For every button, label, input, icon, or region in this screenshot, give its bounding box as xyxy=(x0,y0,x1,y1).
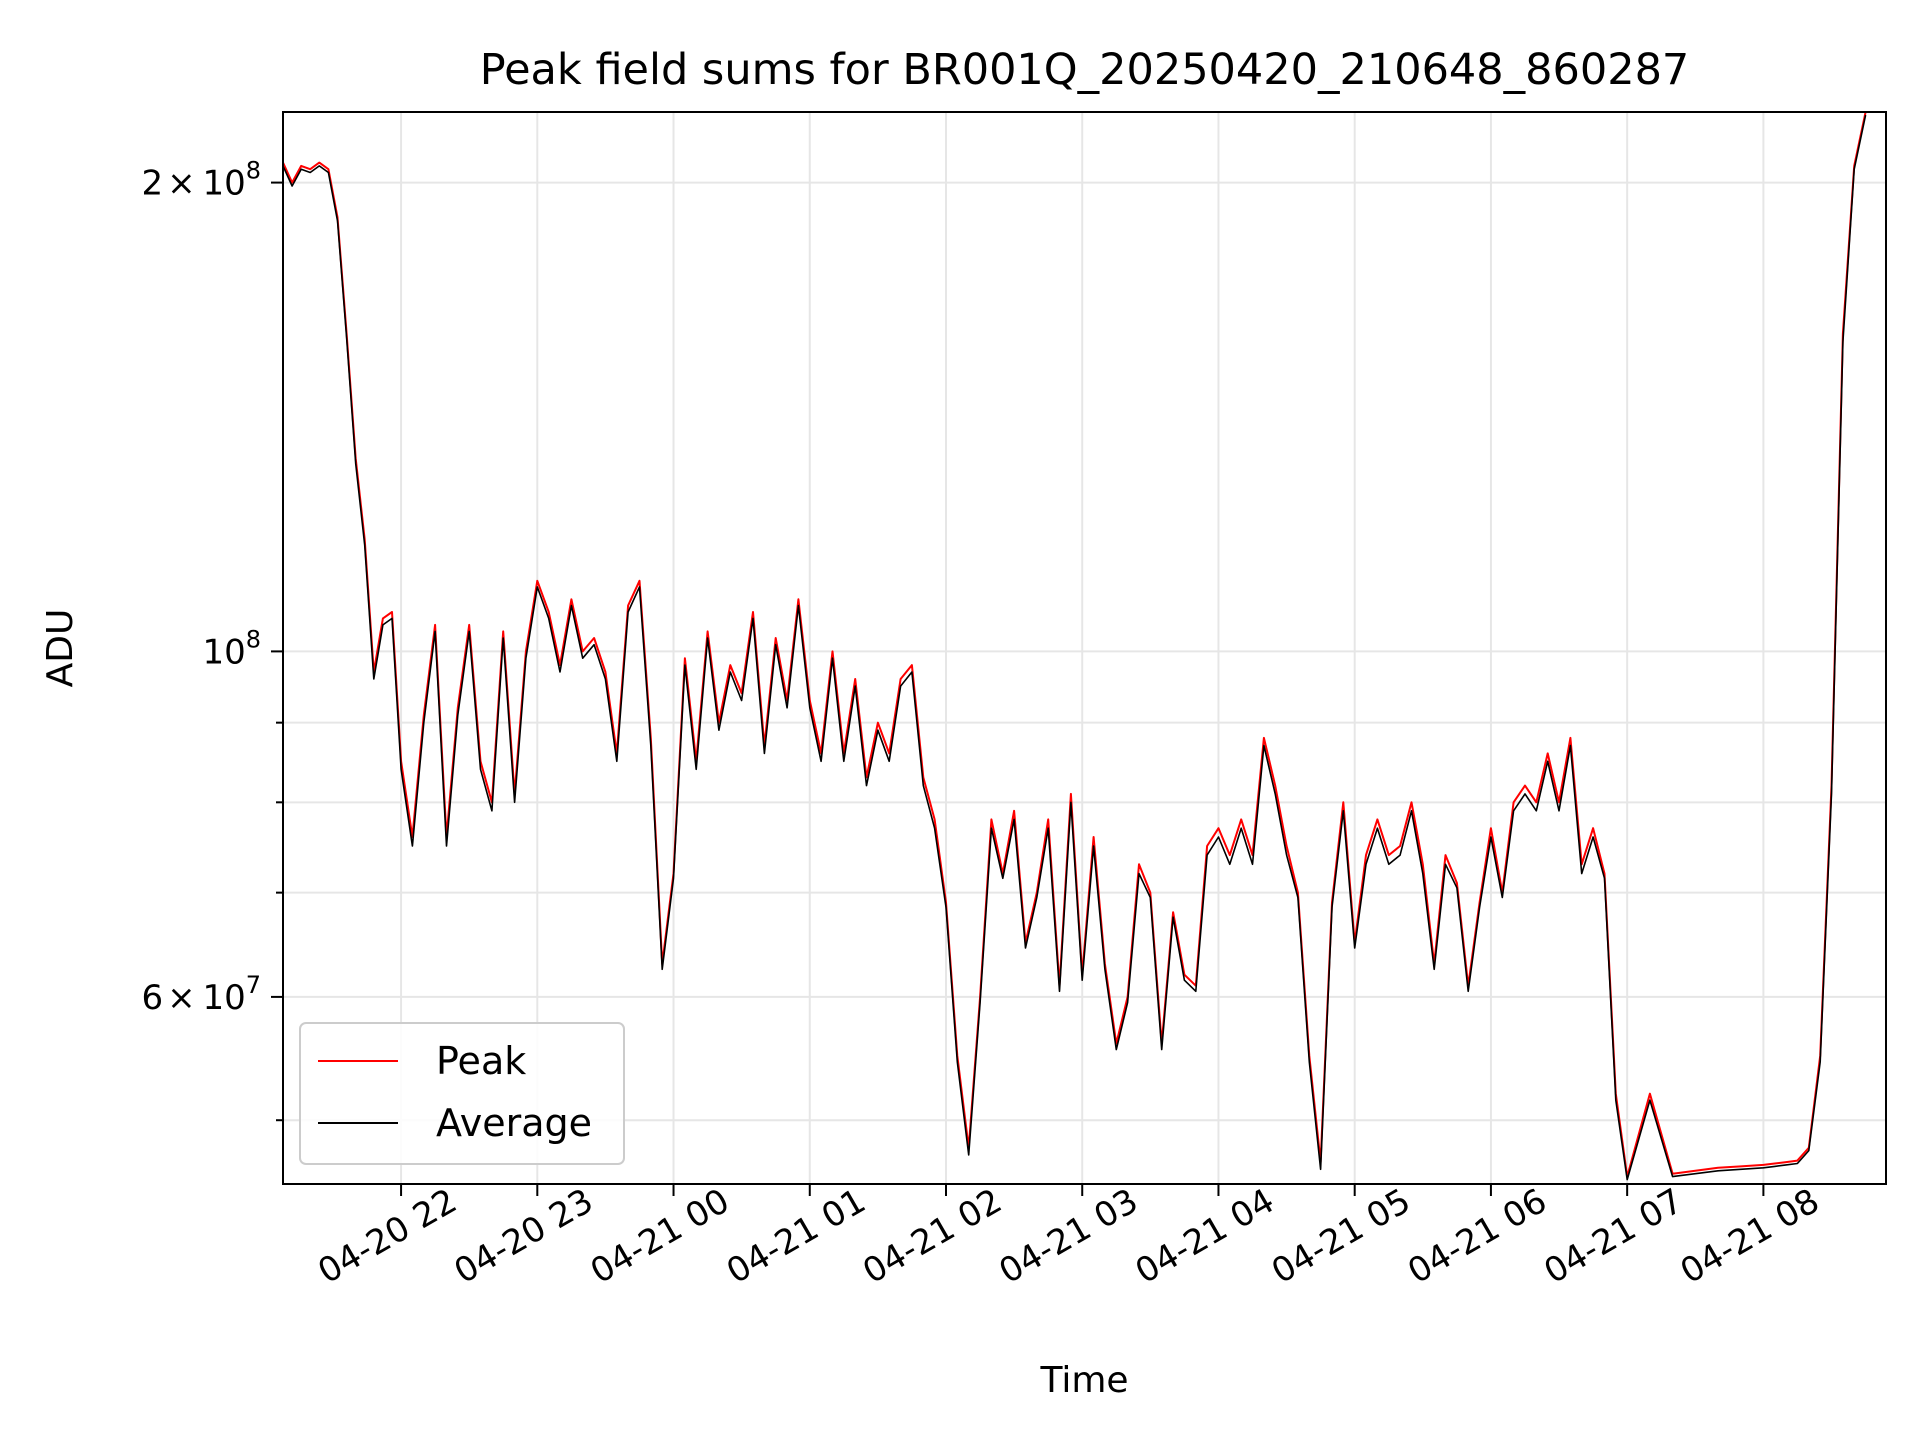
legend: Peak Average xyxy=(299,1022,625,1165)
y-tick-label-exp: 8 xyxy=(246,157,261,185)
grid xyxy=(283,112,1886,1184)
y-tick-label-base: 10 xyxy=(202,632,245,672)
y-tick-label-times: × xyxy=(167,978,202,1018)
y-tick-label-times: × xyxy=(167,164,202,204)
chart-title: Peak field sums for BR001Q_20250420_2106… xyxy=(480,45,1690,95)
y-tick-label-exp: 7 xyxy=(246,971,261,999)
legend-label-average: Average xyxy=(436,1101,592,1145)
series-line-average xyxy=(282,114,1867,1181)
legend-box xyxy=(299,1022,625,1165)
y-tick-label-base: 10 xyxy=(202,164,245,204)
y-tick-label-mantissa: 2 xyxy=(142,164,164,204)
y-tick-label-mantissa: 6 xyxy=(142,978,164,1018)
y-tick-label-base: 10 xyxy=(202,978,245,1018)
plot-frame xyxy=(282,111,1887,1185)
legend-label-peak: Peak xyxy=(436,1039,526,1083)
y-tick-label: 6 × 107 xyxy=(142,971,261,1018)
y-tick-label: 108 xyxy=(202,625,261,672)
y-tick-label-exp: 8 xyxy=(246,625,261,653)
y-axis-label: ADU xyxy=(40,609,81,688)
series-layer xyxy=(282,111,1867,1181)
x-axis-label: Time xyxy=(1039,1360,1128,1401)
y-tick-label: 2 × 108 xyxy=(142,157,261,204)
